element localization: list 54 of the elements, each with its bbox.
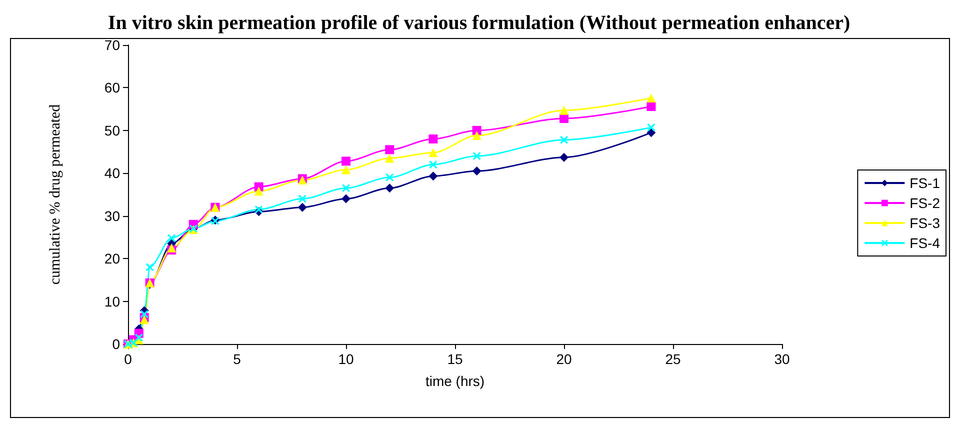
point (146, 263, 154, 272)
x-tick-label: 30 (774, 351, 790, 367)
x-tick-label: 25 (665, 351, 681, 367)
point (342, 165, 350, 174)
x-axis-title: time (hrs) (425, 373, 485, 389)
point (254, 205, 263, 214)
point (472, 131, 482, 140)
x-tick-label: 0 (124, 351, 132, 367)
y-tick-label: 0 (112, 336, 120, 352)
y-tick-label: 50 (104, 122, 120, 138)
point (428, 148, 438, 158)
point (342, 194, 350, 204)
point (429, 160, 438, 169)
point (560, 136, 568, 144)
y-axis-title: cumulative % drug permeated (48, 104, 64, 285)
point (140, 310, 148, 318)
point (560, 106, 568, 115)
legend-label: FS-4 (910, 235, 940, 251)
point (472, 126, 482, 135)
point (472, 166, 482, 176)
chart-title: In vitro skin permeation profile of various formulation (Without permeation enhancer) (108, 12, 850, 34)
point (385, 154, 394, 163)
y-tick-label: 60 (104, 80, 120, 96)
point (646, 102, 656, 112)
point (646, 128, 656, 138)
point (254, 186, 264, 196)
x-tick-label: 20 (556, 351, 572, 367)
point (167, 243, 176, 252)
y-tick-label: 20 (104, 250, 120, 267)
point (385, 184, 394, 193)
point (647, 123, 656, 132)
point (168, 234, 176, 242)
point (560, 152, 568, 162)
point (428, 134, 438, 144)
x-tick-label: 5 (233, 351, 242, 367)
point (386, 173, 394, 182)
y-tick-label: 10 (104, 293, 120, 310)
point (385, 145, 394, 154)
x-tick-label: 10 (338, 351, 354, 367)
legend-label: FS-1 (910, 175, 940, 191)
point (298, 202, 307, 212)
point (646, 93, 656, 102)
legend-label: FS-3 (910, 215, 940, 231)
y-tick-label: 30 (104, 208, 120, 224)
point (472, 152, 481, 160)
point (428, 172, 438, 181)
y-tick-label: 40 (104, 165, 120, 182)
legend-label: FS-2 (910, 195, 940, 211)
y-tick-label: 70 (104, 37, 120, 53)
point (134, 334, 143, 342)
point (342, 156, 350, 166)
point (298, 194, 306, 203)
x-tick-label: 15 (447, 351, 463, 367)
point (342, 184, 350, 192)
